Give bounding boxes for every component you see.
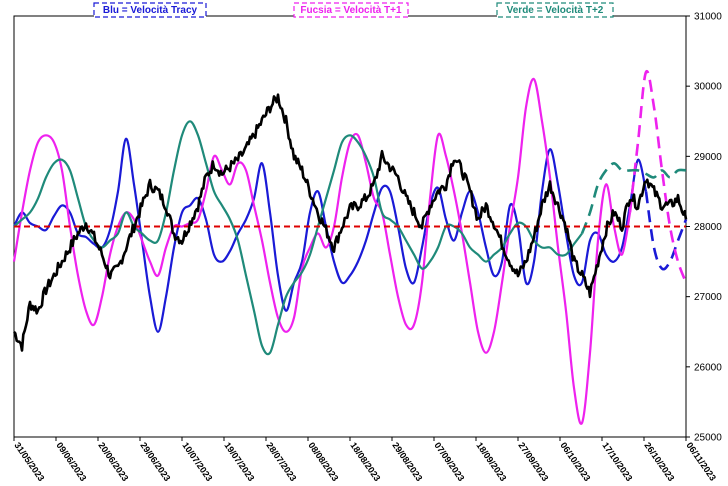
x-axis: 31/05/2023 09/06/2023 20/06/2023 29/06/2023… <box>12 437 718 483</box>
x-tick-label: 31/05/2023 <box>12 440 46 483</box>
series-projection-magenta <box>628 69 688 284</box>
x-tick-label: 09/06/2023 <box>54 440 88 483</box>
x-tick-label: 06/11/2023 <box>684 440 718 482</box>
x-tick-label: 27/09/2023 <box>516 440 550 483</box>
legend-box-blue <box>93 2 207 18</box>
x-tick-label: 07/09/2023 <box>432 440 466 483</box>
legend-item-magenta: Fucsia = Velocità T+1 <box>293 2 409 18</box>
x-tick-label: 18/08/2023 <box>348 440 382 483</box>
y-tick-label: 29000 <box>694 152 722 163</box>
y-axis: 31000 30000 29000 28000 27000 26000 25000 <box>686 12 722 444</box>
series-line-price <box>13 93 688 352</box>
y-tick-label: 26000 <box>694 362 722 373</box>
legend-item-green: Verde = Velocità T+2 <box>496 2 614 18</box>
x-tick-label: 29/06/2023 <box>138 440 172 483</box>
series-projection-green <box>580 161 687 234</box>
x-tick-label: 10/07/2023 <box>180 440 214 483</box>
legend-box-magenta <box>293 2 409 18</box>
x-tick-label: 17/10/2023 <box>600 440 634 483</box>
x-tick-label: 08/08/2023 <box>306 440 340 483</box>
x-tick-label: 06/10/2023 <box>558 440 592 483</box>
series-layer <box>12 69 688 426</box>
y-tick-label: 27000 <box>694 292 722 303</box>
series-projection-blue <box>644 191 688 271</box>
x-tick-label: 20/06/2023 <box>96 440 130 483</box>
series-line-green <box>13 120 583 356</box>
legend-label-blue: Blu = Velocità Tracy <box>103 5 198 16</box>
legend-item-blue: Blu = Velocità Tracy <box>93 2 207 18</box>
legend: Blu = Velocità Tracy Fucsia = Velocità T… <box>93 2 614 18</box>
legend-label-magenta: Fucsia = Velocità T+1 <box>300 5 402 16</box>
y-tick-label: 31000 <box>694 12 722 23</box>
legend-box-green <box>496 2 614 18</box>
y-tick-label: 30000 <box>694 82 722 93</box>
x-tick-label: 18/09/2023 <box>474 440 508 483</box>
x-tick-label: 19/07/2023 <box>222 440 256 483</box>
series-line-blue <box>13 137 648 333</box>
y-tick-label: 28000 <box>694 222 722 233</box>
y-tick-label: 25000 <box>694 433 722 444</box>
x-tick-label: 29/08/2023 <box>390 440 424 483</box>
x-tick-label: 26/10/2023 <box>642 440 676 483</box>
x-tick-label: 28/07/2023 <box>264 440 298 483</box>
legend-label-green: Verde = Velocità T+2 <box>507 5 604 16</box>
